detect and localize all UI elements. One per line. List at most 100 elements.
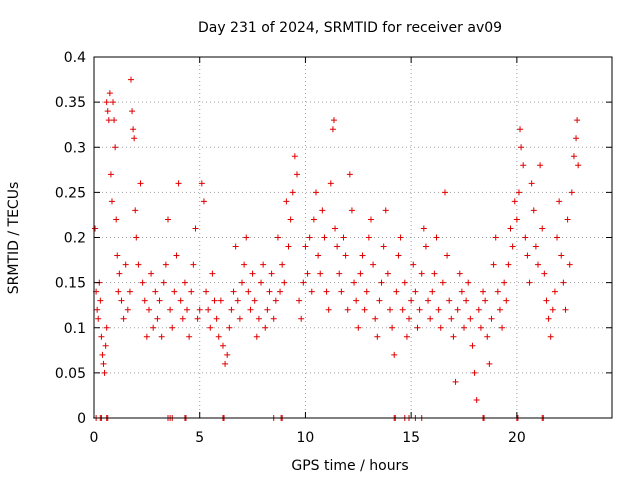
data-point (509, 243, 516, 250)
data-point (439, 279, 446, 286)
data-point (92, 225, 99, 232)
data-point (486, 360, 493, 367)
data-point (499, 324, 506, 331)
data-point (126, 288, 133, 295)
data-point (547, 333, 554, 340)
data-point (422, 243, 429, 250)
data-point (135, 261, 142, 268)
data-point (549, 306, 556, 313)
data-point (376, 297, 383, 304)
data-point (574, 117, 581, 124)
data-point (298, 315, 305, 322)
data-point (114, 252, 121, 259)
data-point (154, 315, 161, 322)
data-point (355, 324, 362, 331)
data-point (444, 252, 451, 259)
data-point (342, 252, 349, 259)
data-point (230, 288, 237, 295)
data-point (270, 315, 277, 322)
data-point (545, 315, 552, 322)
data-point (167, 306, 174, 313)
data-point (120, 315, 127, 322)
data-point (517, 126, 524, 133)
data-point (98, 333, 105, 340)
data-point (94, 306, 101, 313)
data-point (111, 117, 118, 124)
data-point (551, 288, 558, 295)
data-point (351, 279, 358, 286)
data-point (433, 234, 440, 241)
data-point (169, 324, 176, 331)
data-point (456, 270, 463, 277)
data-point (177, 297, 184, 304)
data-point (378, 279, 385, 286)
data-point (511, 198, 518, 205)
data-point (401, 279, 408, 286)
data-point (475, 306, 482, 313)
data-point (228, 306, 235, 313)
data-point (104, 108, 111, 115)
data-point (359, 252, 366, 259)
data-point (420, 225, 427, 232)
data-point (131, 135, 138, 142)
x-axis-label: GPS time / hours (291, 458, 408, 474)
data-point (99, 351, 106, 358)
y-tick-label: 0.25 (55, 185, 86, 201)
x-tick-label: 15 (402, 430, 420, 446)
data-point (573, 135, 580, 142)
data-point (399, 306, 406, 313)
data-point (186, 333, 193, 340)
data-point (568, 189, 575, 196)
data-point (211, 297, 218, 304)
data-point (387, 306, 393, 313)
x-tick-label: 5 (195, 430, 204, 446)
data-point (520, 162, 527, 169)
data-point (106, 90, 113, 97)
data-point (535, 261, 541, 268)
data-point (329, 126, 336, 133)
data-point (560, 279, 567, 286)
data-point (226, 324, 233, 331)
data-point (410, 261, 417, 268)
data-point (243, 234, 250, 241)
data-point (209, 270, 216, 277)
data-point (304, 270, 311, 277)
data-point (103, 324, 110, 331)
data-point (429, 288, 436, 295)
data-point (308, 288, 315, 295)
data-point (465, 279, 472, 286)
data-point (260, 261, 267, 268)
data-point (503, 297, 510, 304)
data-point (450, 333, 457, 340)
data-point (213, 315, 220, 322)
data-point (332, 225, 339, 232)
data-point (203, 288, 210, 295)
data-point (319, 207, 326, 214)
data-point (262, 324, 269, 331)
data-point (496, 306, 503, 313)
data-point (357, 270, 364, 277)
data-point (124, 306, 131, 313)
data-points (92, 76, 582, 421)
data-point (192, 225, 199, 232)
data-point (484, 333, 491, 340)
data-point (537, 162, 544, 169)
data-point (344, 306, 351, 313)
data-point (148, 270, 155, 277)
data-point (562, 306, 569, 313)
data-point (141, 297, 148, 304)
data-point (425, 297, 432, 304)
data-point (492, 234, 499, 241)
data-point (249, 270, 256, 277)
data-point (268, 270, 275, 277)
data-point (382, 207, 389, 214)
data-point (285, 243, 292, 250)
data-point (334, 243, 341, 250)
data-point (198, 180, 205, 187)
data-point (338, 288, 345, 295)
data-point (391, 351, 398, 358)
data-point (128, 76, 134, 83)
data-point (416, 306, 423, 313)
data-point (501, 279, 508, 286)
